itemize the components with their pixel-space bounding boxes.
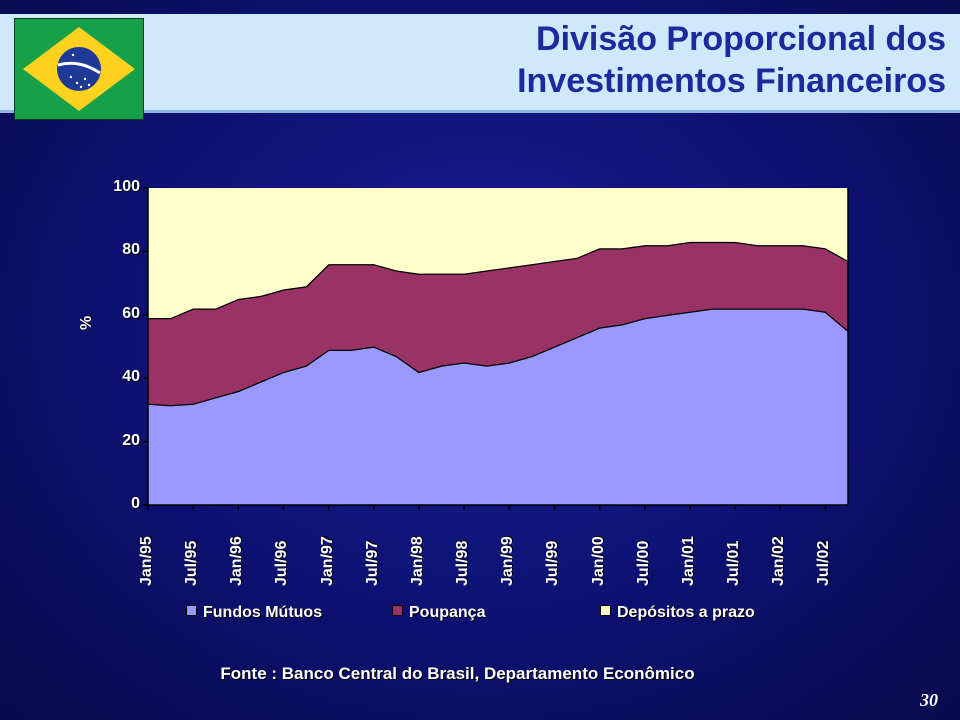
y-tick-label: 20 [122, 431, 140, 449]
x-tick-label: Jan/95 [138, 536, 155, 586]
x-tick-label: Jan/01 [679, 536, 697, 586]
x-tick-label: Jul/98 [454, 540, 472, 586]
x-tick-label: Jul/01 [725, 540, 743, 586]
x-tick-label: Jul/95 [183, 540, 201, 586]
x-tick-label: Jan/96 [228, 536, 246, 586]
legend-swatch-depositos [600, 605, 611, 617]
x-tick-label: Jul/00 [634, 540, 652, 586]
area-depositos-a-prazo [148, 188, 848, 318]
page-number: 30 [920, 690, 938, 710]
x-tick-label: Jul/02 [815, 540, 833, 586]
legend-item-poupanca: Poupança [392, 604, 485, 622]
legend-label-fundos: Fundos Mútuos [203, 604, 323, 621]
x-tick-label: Jan/02 [770, 536, 788, 586]
legend-item-depositos: Depósitos a prazo [600, 604, 755, 622]
y-tick-label: 60 [122, 304, 140, 322]
legend-swatch-poupanca [392, 605, 403, 617]
y-tick-label: 80 [122, 241, 140, 259]
x-tick-label: Jan/97 [318, 536, 336, 586]
legend-label-depositos: Depósitos a prazo [617, 604, 755, 621]
y-tick-label: 0 [131, 495, 140, 512]
x-tick-label: Jan/99 [499, 536, 517, 586]
area-fundos-mutuos [148, 308, 848, 505]
title-line-1: Divisão Proporcional dos [536, 20, 946, 58]
y-tick-label: 40 [122, 368, 140, 386]
legend-item-fundos: Fundos Mútuos [186, 604, 322, 622]
source-note: Fonte : Banco Central do Brasil, Departa… [220, 664, 695, 683]
x-tick-label: Jan/00 [589, 536, 607, 586]
x-tick-label: Jul/96 [273, 540, 291, 586]
area-poupanca [148, 241, 848, 406]
y-tick-label: 100 [113, 178, 140, 195]
legend-swatch-fundos [186, 605, 197, 617]
y-axis-label: % [78, 315, 95, 330]
x-tick-label: Jul/97 [363, 540, 381, 586]
legend-label-poupanca: Poupança [409, 604, 486, 621]
title-bar [0, 14, 960, 113]
brazil-flag-icon [14, 18, 144, 120]
title-line-2: Investimentos Financeiros [517, 62, 946, 100]
x-tick-label: Jul/99 [544, 540, 562, 586]
x-tick-label: Jan/98 [408, 536, 426, 586]
page-title: Divisão Proporcional dos Investimentos F… [306, 18, 946, 102]
